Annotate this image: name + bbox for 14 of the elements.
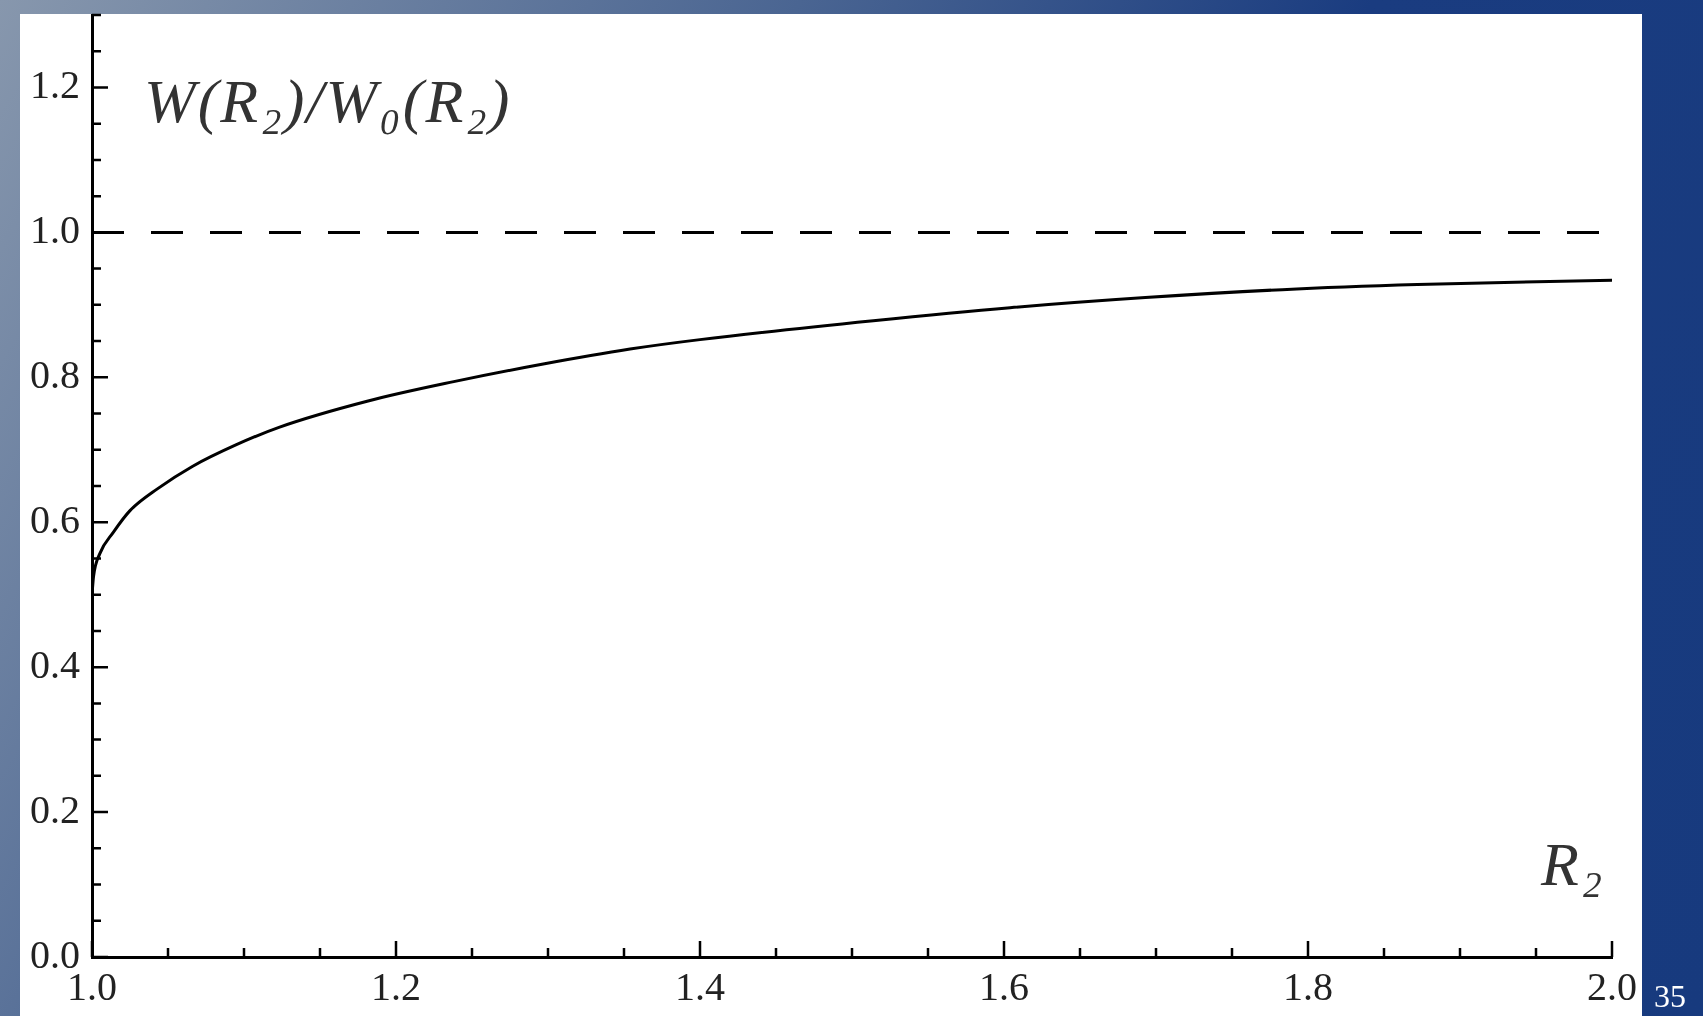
- x-tick-label: 1.8: [1283, 963, 1333, 1009]
- x-tick-label: 1.4: [675, 963, 725, 1009]
- x-tick-label: 1.6: [979, 963, 1029, 1009]
- y-tick-label: 0.8: [30, 351, 80, 397]
- text: 35: [1654, 978, 1686, 1014]
- y-tick-label: 0.6: [30, 496, 80, 542]
- y-tick-label: 1.0: [30, 206, 80, 252]
- x-axis-title: R₂: [1541, 830, 1605, 898]
- y-tick-label: 1.2: [30, 61, 80, 107]
- y-tick-label: 0.4: [30, 641, 80, 687]
- y-tick-label: 0.2: [30, 786, 80, 832]
- x-tick-label: 1.2: [371, 963, 421, 1009]
- x-tick-label: 2.0: [1587, 963, 1637, 1009]
- y-axis-title: W(R₂)/W₀(R₂): [144, 67, 512, 135]
